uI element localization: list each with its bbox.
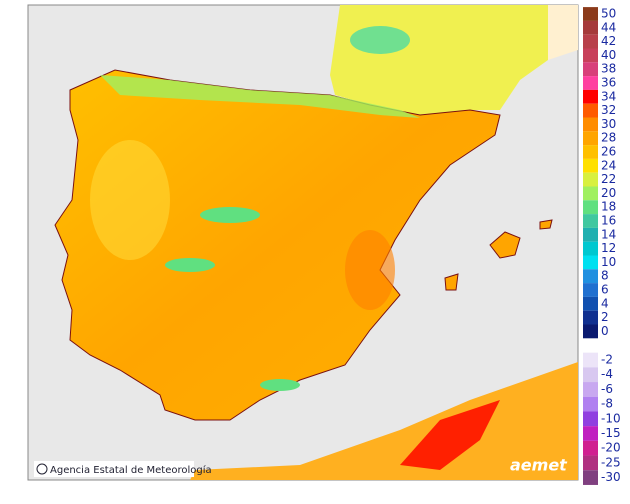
legend-swatch (583, 145, 598, 159)
legend-swatch (583, 426, 598, 441)
legend-swatch (583, 131, 598, 146)
legend-swatch (583, 455, 598, 471)
legend-label: 10 (601, 255, 616, 269)
legend-swatch (583, 34, 598, 49)
legend-swatch (583, 186, 598, 201)
legend: 5044424038363432302826242220181614121086… (583, 7, 621, 485)
legend-label: 50 (601, 7, 616, 21)
menorca (539, 219, 553, 230)
legend-swatch (583, 396, 598, 412)
legend-label: 14 (601, 227, 616, 241)
legend-label: -4 (601, 367, 613, 381)
legend-label: 44 (601, 20, 616, 34)
legend-label: -20 (601, 441, 621, 455)
legend-label: -6 (601, 382, 613, 396)
legend-label: 36 (601, 76, 616, 90)
atlas-hot (400, 400, 500, 470)
legend-swatch (583, 200, 598, 215)
logo: aemet (510, 456, 568, 475)
legend-swatch (583, 158, 598, 173)
legend-swatch (583, 48, 598, 63)
legend-swatch (583, 227, 598, 242)
east-zone (345, 230, 395, 310)
legend-swatch (583, 382, 598, 397)
legend-label: 42 (601, 34, 616, 48)
legend-label: -25 (601, 455, 621, 469)
legend-swatch (583, 352, 598, 368)
sierra-nevada (260, 379, 300, 391)
legend-swatch (583, 255, 598, 270)
mallorca (489, 231, 521, 259)
toledo-range (165, 258, 215, 272)
legend-swatch (583, 241, 598, 256)
legend-label: -8 (601, 397, 613, 411)
legend-label: -10 (601, 411, 621, 425)
attribution: Agencia Estatal de Meteorología (50, 464, 212, 476)
legend-label: 20 (601, 186, 616, 200)
central-range (200, 207, 260, 223)
mountain-zone (350, 26, 410, 54)
legend-label: 24 (601, 158, 616, 172)
northern-mountains (100, 75, 420, 118)
legend-label: 32 (601, 103, 616, 117)
legend-label: 4 (601, 296, 609, 310)
legend-label: 18 (601, 200, 616, 214)
legend-label: -2 (601, 353, 613, 367)
legend-swatch (583, 367, 598, 383)
legend-label: 12 (601, 241, 616, 255)
legend-swatch (583, 7, 598, 21)
legend-swatch (583, 470, 598, 485)
legend-swatch (583, 310, 598, 325)
legend-swatch (583, 283, 598, 297)
legend-label: 8 (601, 269, 609, 283)
legend-label: 34 (601, 89, 616, 103)
africa-land (190, 362, 578, 480)
legend-swatch (583, 411, 598, 427)
ibiza (444, 273, 459, 291)
legend-swatch (583, 324, 598, 339)
legend-swatch (583, 296, 598, 311)
legend-label: -30 (601, 470, 621, 484)
legend-swatch (583, 172, 598, 187)
copyright-icon (36, 463, 48, 475)
legend-label: 6 (601, 283, 609, 297)
legend-swatch (583, 214, 598, 228)
legend-label: 2 (601, 310, 609, 324)
legend-label: 40 (601, 48, 616, 62)
legend-label: 38 (601, 62, 616, 76)
legend-swatch (583, 76, 598, 90)
mediterranean-east (548, 5, 578, 60)
legend-label: 30 (601, 117, 616, 131)
legend-swatch (583, 89, 598, 104)
legend-label: 22 (601, 172, 616, 186)
legend-swatch (583, 62, 598, 77)
legend-label: -15 (601, 426, 621, 440)
legend-swatch (583, 440, 598, 456)
west-zone (90, 140, 170, 260)
legend-label: 26 (601, 145, 616, 159)
legend-swatch (583, 103, 598, 118)
attribution-box (34, 461, 194, 477)
legend-swatch (583, 269, 598, 284)
legend-label: 28 (601, 131, 616, 145)
legend-label: 16 (601, 214, 616, 228)
legend-label: 0 (601, 324, 609, 338)
legend-swatch (583, 20, 598, 35)
legend-swatch (583, 117, 598, 132)
